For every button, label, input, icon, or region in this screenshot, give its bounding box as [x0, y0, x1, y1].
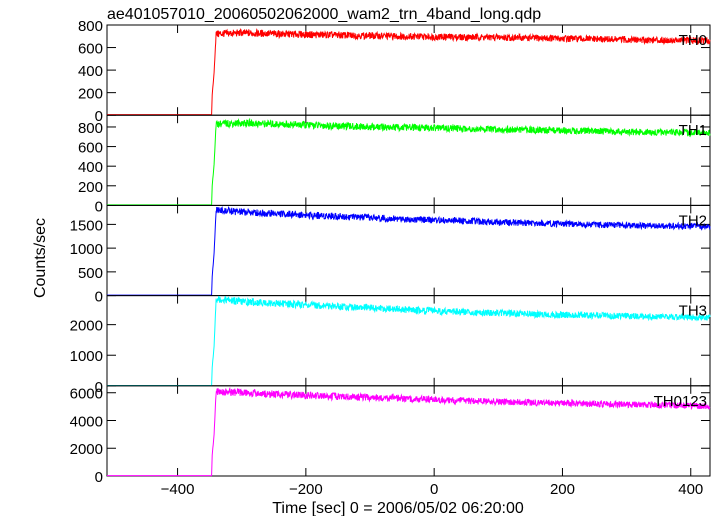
panel-TH0123: 0 2000 4000 6000 TH0123 −400 −200 0 200 400 — [70, 385, 711, 498]
series-line-TH2 — [107, 205, 711, 296]
series-line-TH0 — [107, 27, 711, 116]
y-tick-label: 800 — [78, 18, 103, 35]
panel-frame — [106, 385, 711, 477]
panel-label: TH0123 — [654, 393, 707, 410]
panel-TH1: 0 200 400 600 800 TH1 — [78, 114, 711, 215]
x-tick-label: 400 — [678, 481, 703, 498]
series-line-TH3 — [107, 295, 711, 386]
y-tick-label: 200 — [78, 86, 103, 103]
x-tick-label: 200 — [550, 481, 575, 498]
x-tick-label: −200 — [289, 481, 323, 498]
x-tick-label: 0 — [430, 481, 438, 498]
x-tick-label: −400 — [161, 481, 195, 498]
panel-label: TH1 — [679, 122, 707, 139]
y-tick-label: 6000 — [70, 386, 103, 403]
y-tick-label: 0 — [95, 469, 103, 486]
x-axis-label: Time [sec] 0 = 2006/05/02 06:20:00 — [272, 500, 524, 516]
y-tick-label: 1000 — [70, 241, 103, 258]
y-tick-label: 500 — [78, 265, 103, 282]
y-tick-label: 0 — [95, 289, 103, 306]
y-tick-label: 0 — [95, 198, 103, 215]
y-tick-label: 1000 — [70, 348, 103, 365]
panel-label: TH3 — [679, 303, 707, 320]
series-line-TH0123 — [107, 386, 711, 477]
panel-label: TH0 — [679, 32, 707, 49]
y-tick-label: 600 — [78, 41, 103, 58]
y-tick-label: 2000 — [70, 318, 103, 335]
y-tick-label: 800 — [78, 120, 103, 137]
y-tick-label: 600 — [78, 140, 103, 157]
series-line-TH1 — [107, 117, 711, 206]
panels-group: 0 200 400 600 800 TH0 0 200 400 600 800 TH1 0 500 1000… — [70, 18, 711, 498]
panel-TH3: 0 1000 2000 TH3 — [70, 295, 711, 396]
y-tick-label: 4000 — [70, 413, 103, 430]
panel-label: TH2 — [679, 212, 707, 229]
y-tick-label: 1500 — [70, 217, 103, 234]
y-tick-label: 200 — [78, 179, 103, 196]
y-tick-label: 2000 — [70, 441, 103, 458]
y-tick-label: 400 — [78, 63, 103, 80]
chart-title: ae401057010_20060502062000_wam2_trn_4ban… — [107, 6, 541, 23]
panel-TH2: 0 500 1000 1500 TH2 — [70, 204, 711, 306]
y-tick-label: 0 — [95, 379, 103, 396]
y-tick-label: 0 — [95, 108, 103, 125]
y-axis-label: Counts/sec — [32, 218, 49, 298]
panel-TH0: 0 200 400 600 800 TH0 — [78, 18, 711, 125]
y-tick-label: 400 — [78, 159, 103, 176]
